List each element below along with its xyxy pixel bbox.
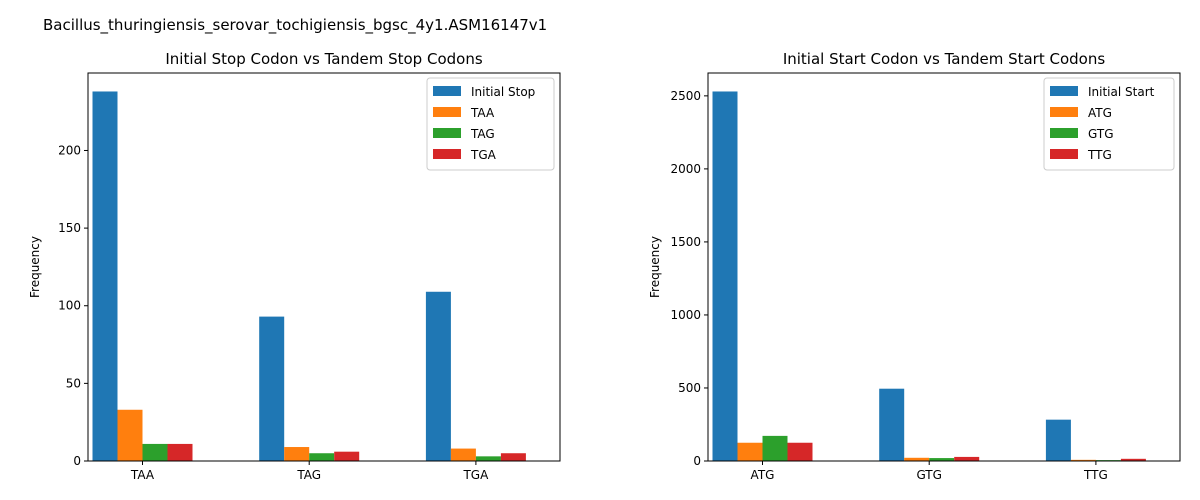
bar-atg-atg [737,442,763,461]
chart-title: Initial Stop Codon vs Tandem Stop Codons [165,50,482,68]
bar-initial-stop-tag [259,316,285,461]
legend-swatch [1050,86,1078,96]
bar-initial-start-ttg [1045,419,1071,461]
bar-taa-taa [117,409,143,461]
y-tick-label: 1500 [670,235,701,249]
bar-ttg-atg [787,442,813,461]
y-tick-label: 100 [58,299,81,313]
plot-frame [707,72,1181,462]
y-axis-label: Frequency [648,236,662,298]
bar-initial-stop-taa [92,91,118,461]
bar-tga-taa [167,443,193,461]
bar-tga-tag [334,451,360,461]
legend-entry: TGA [470,148,497,162]
legend-box [426,77,555,171]
x-tick-label: TGA [462,468,489,482]
legend-entry: ATG [1088,106,1112,120]
legend-swatch [433,107,461,117]
legend-swatch [1050,128,1078,138]
bar-initial-start-atg [712,91,738,461]
bar-gtg-gtg [929,458,955,461]
y-tick-label: 50 [66,376,81,390]
bar-ttg-gtg [954,456,980,461]
legend-entry: Initial Start [1088,85,1155,99]
x-tick-label: ATG [751,468,775,482]
legend-swatch [1050,107,1078,117]
legend: Initial Start ATG GTG TTG [1043,77,1175,171]
legend-swatch [433,128,461,138]
bar-tag-taa [142,443,168,461]
bar-initial-start-gtg [879,388,905,461]
y-axis-label: Frequency [28,236,42,298]
y-tick-label: 150 [58,221,81,235]
figure-suptitle: Bacillus_thuringiensis_serovar_tochigien… [43,16,547,35]
legend-box [1043,77,1175,171]
y-tick-label: 200 [58,143,81,157]
start-codon-chart: Initial Start Codon vs Tandem Start Codo… [648,50,1181,482]
plot-frame [87,72,561,462]
bar-atg-gtg [904,457,930,461]
legend: Initial Stop TAA TAG TGA [426,77,555,171]
bar-initial-stop-tga [425,291,451,461]
y-tick-label: 2000 [670,162,701,176]
legend-swatch [433,86,461,96]
bar-gtg-atg [762,435,788,461]
y-tick-label: 0 [73,454,81,468]
legend-swatch [433,149,461,159]
x-tick-label: TTG [1083,468,1108,482]
legend-entry: TAG [470,127,495,141]
legend-swatch [1050,149,1078,159]
x-tick-label: TAG [296,468,321,482]
bar-tga-tga [500,453,526,461]
stop-codon-chart: Initial Stop Codon vs Tandem Stop Codons… [28,50,561,482]
legend-entry: TTG [1087,148,1112,162]
bar-taa-tag [284,447,310,461]
chart-title: Initial Start Codon vs Tandem Start Codo… [783,50,1106,68]
y-tick-label: 1000 [670,308,701,322]
legend-entry: TAA [470,106,495,120]
bar-tag-tag [309,453,335,461]
bar-ttg-ttg [1120,458,1146,461]
legend-entry: GTG [1088,127,1114,141]
x-tick-label: GTG [916,468,942,482]
bar-tag-tga [475,456,501,461]
y-tick-label: 2500 [670,89,701,103]
bar-taa-tga [450,448,476,461]
legend-entry: Initial Stop [471,85,535,99]
y-tick-label: 500 [678,381,701,395]
bar-atg-ttg [1070,459,1096,461]
y-tick-label: 0 [693,454,701,468]
x-tick-label: TAA [130,468,155,482]
